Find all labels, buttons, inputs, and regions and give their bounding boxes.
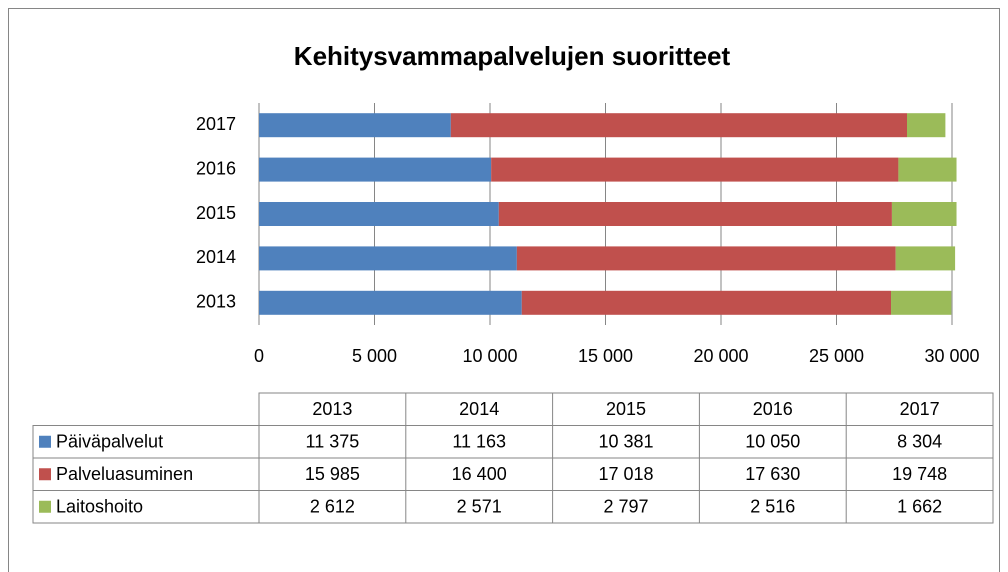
- bar-segment: [898, 157, 957, 182]
- table-value: 15 985: [305, 464, 360, 484]
- y-tick-label: 2015: [196, 203, 236, 223]
- table-value: 10 050: [745, 432, 800, 452]
- table-row: [32, 490, 994, 524]
- x-tick-label: 20 000: [693, 346, 748, 366]
- table-value: 17 630: [745, 464, 800, 484]
- bar-segment: [491, 157, 899, 182]
- table-value: 2 571: [457, 497, 502, 517]
- bar-segment: [895, 246, 956, 271]
- table-value: 19 748: [892, 464, 947, 484]
- x-tick-label: 5 000: [352, 346, 397, 366]
- legend-label: Palveluasuminen: [56, 464, 193, 484]
- chart-title: Kehitysvammapalvelujen suoritteet: [294, 41, 731, 71]
- x-tick-label: 0: [254, 346, 264, 366]
- table-value: 17 018: [598, 464, 653, 484]
- table-value: 8 304: [897, 432, 942, 452]
- table-header: 2015: [606, 399, 646, 419]
- bar-segment: [259, 246, 517, 271]
- table-value: 16 400: [452, 464, 507, 484]
- bar-segment: [450, 113, 908, 138]
- bar-segment: [498, 202, 892, 226]
- legend-swatch: [39, 435, 51, 448]
- x-tick-label: 15 000: [578, 346, 633, 366]
- chart-frame: [8, 8, 1000, 572]
- x-tick-label: 30 000: [924, 346, 979, 366]
- bar-segment: [521, 290, 892, 315]
- bar-segment: [259, 113, 451, 138]
- table-value: 2 612: [310, 497, 355, 517]
- bar-segment: [891, 290, 952, 315]
- bar-segment: [259, 290, 522, 315]
- table-header: 2016: [753, 399, 793, 419]
- table-header: 2017: [900, 399, 940, 419]
- table-header: 2013: [312, 399, 352, 419]
- table-value: 2 797: [603, 497, 648, 517]
- legend-swatch: [39, 500, 51, 513]
- y-tick-label: 2013: [196, 292, 236, 312]
- x-tick-label: 25 000: [809, 346, 864, 366]
- bar-segment: [516, 246, 896, 271]
- table-header: 2014: [459, 399, 499, 419]
- legend-label: Päiväpalvelut: [56, 432, 163, 452]
- legend-label: Laitoshoito: [56, 497, 143, 517]
- bar-segment: [259, 157, 492, 182]
- y-tick-label: 2017: [196, 114, 236, 134]
- table-value: 1 662: [897, 497, 942, 517]
- y-tick-label: 2016: [196, 158, 236, 178]
- table-value: 11 375: [306, 432, 360, 452]
- bar-segment: [259, 202, 499, 226]
- table-value: 2 516: [750, 497, 795, 517]
- y-tick-label: 2014: [196, 247, 236, 267]
- table-value: 11 163: [452, 432, 506, 452]
- bar-segment: [907, 113, 946, 138]
- x-tick-label: 10 000: [462, 346, 517, 366]
- bar-segment: [891, 202, 957, 226]
- legend-swatch: [39, 468, 51, 481]
- table-value: 10 381: [598, 432, 653, 452]
